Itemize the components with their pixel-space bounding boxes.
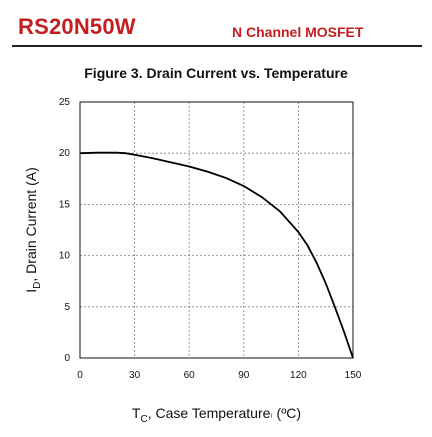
x-label-mark: ⁽ bbox=[270, 412, 272, 422]
y-tick-label-0: 0 bbox=[64, 353, 70, 364]
x-label-sub: C bbox=[140, 414, 147, 425]
grid bbox=[79, 101, 354, 359]
datasheet-header: RS20N50W N Channel MOSFET bbox=[0, 0, 432, 50]
part-number: RS20N50W bbox=[18, 14, 136, 39]
y-label-sub: D bbox=[32, 282, 43, 289]
chart-title: Figure 3. Drain Current vs. Temperature bbox=[84, 65, 348, 81]
x-tick-label-0: 0 bbox=[77, 370, 83, 381]
y-tick-label-1: 5 bbox=[64, 302, 70, 313]
x-tick-label-2: 60 bbox=[184, 370, 196, 381]
y-label-main: I bbox=[23, 289, 39, 293]
x-label-rest: , Case Temperature bbox=[148, 405, 271, 421]
x-label-unit: (ºC) bbox=[273, 405, 301, 421]
x-tick-label-3: 90 bbox=[238, 370, 250, 381]
x-tick-label-1: 30 bbox=[129, 370, 141, 381]
x-tick-labels: 0 30 60 90 120 150 bbox=[77, 370, 362, 381]
y-tick-label-3: 15 bbox=[59, 199, 71, 210]
header-rule bbox=[12, 45, 422, 47]
x-tick-label-4: 120 bbox=[290, 370, 307, 381]
y-tick-label-2: 10 bbox=[59, 251, 71, 262]
plot-frame bbox=[79, 101, 354, 359]
series-line bbox=[79, 151, 354, 359]
x-tick-label-5: 150 bbox=[345, 370, 362, 381]
y-tick-label-4: 20 bbox=[59, 148, 71, 159]
y-tick-label-5: 25 bbox=[59, 97, 71, 108]
y-tick-labels: 0 5 10 15 20 25 bbox=[59, 97, 71, 364]
x-axis-label: TC, Case Temperature⁽ (ºC) bbox=[132, 405, 301, 425]
y-axis-label: ID, Drain Current (A) bbox=[23, 167, 43, 292]
device-type: N Channel MOSFET bbox=[232, 24, 364, 40]
x-label-main: T bbox=[132, 405, 141, 421]
y-label-rest: , Drain Current (A) bbox=[23, 167, 39, 281]
